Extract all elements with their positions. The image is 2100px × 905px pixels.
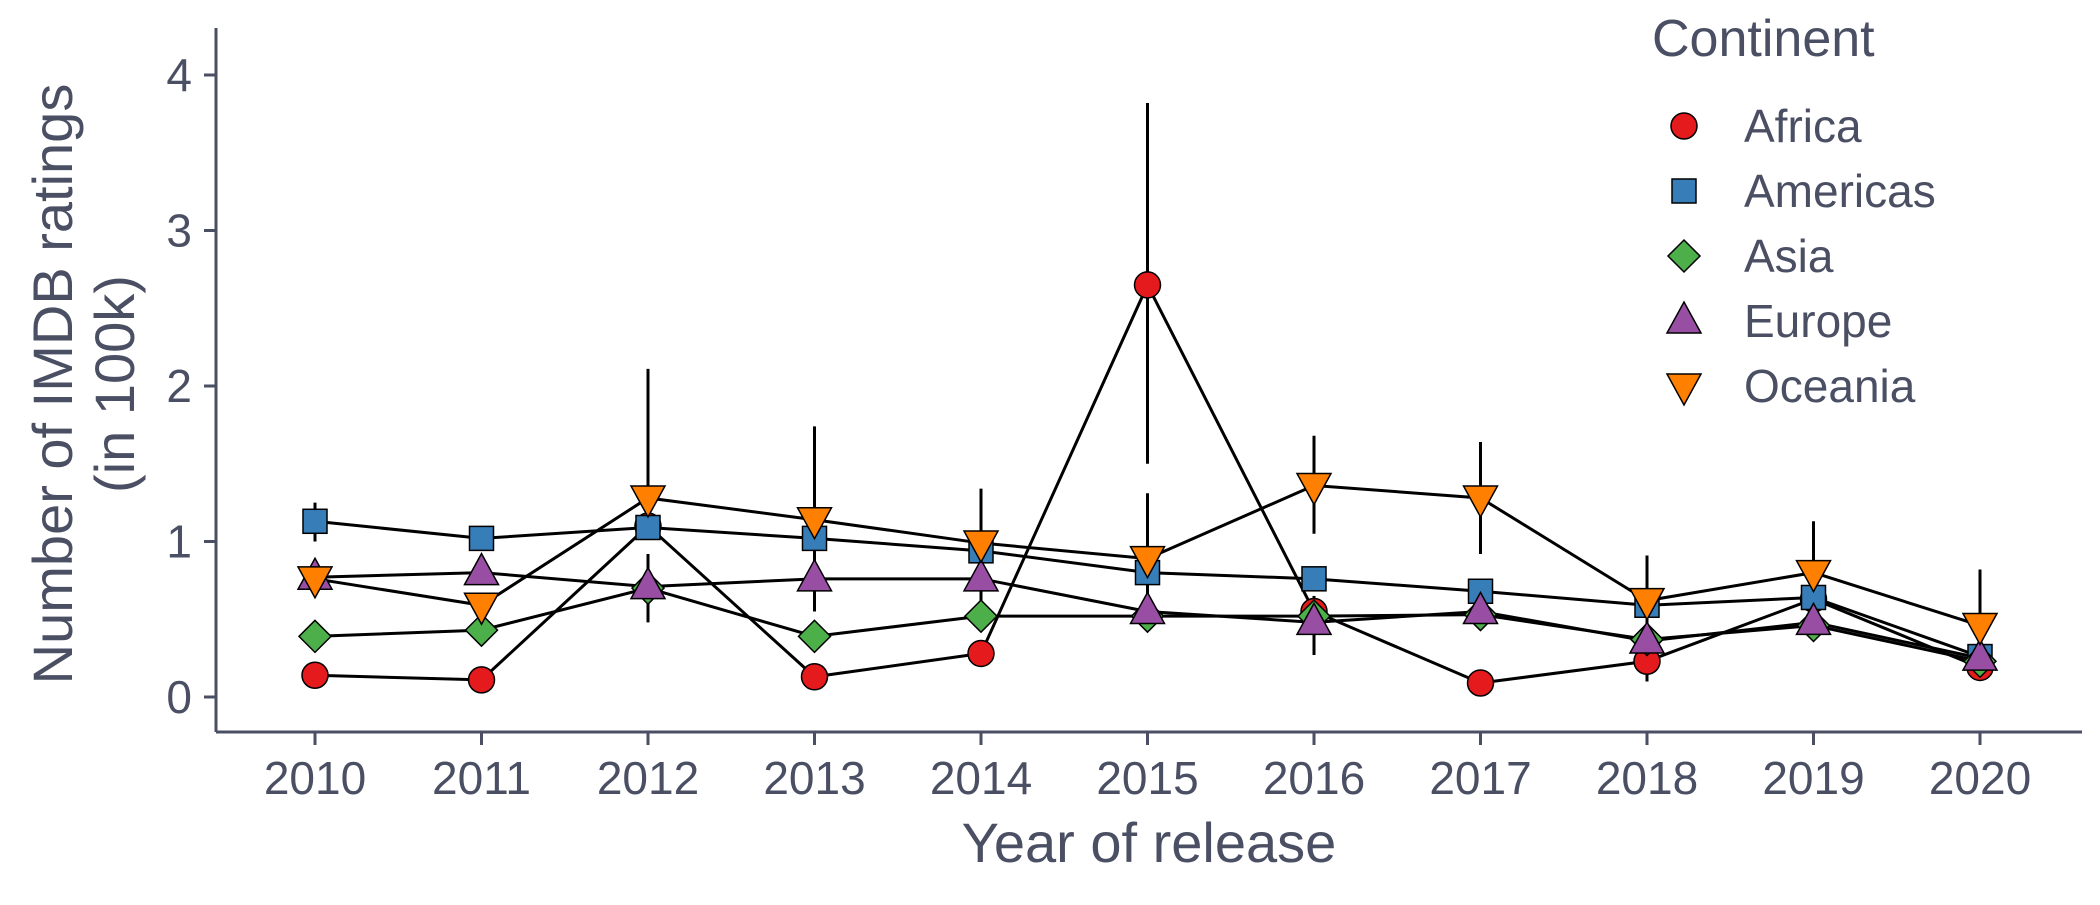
legend-label-asia: Asia: [1744, 230, 1834, 282]
data-point-europe: [463, 552, 500, 586]
y-tick-label: 0: [166, 671, 192, 723]
x-tick-label: 2014: [930, 752, 1032, 804]
data-point-oceania: [962, 530, 1000, 564]
legend-key-americas: [1671, 178, 1697, 204]
y-tick-label: 2: [166, 360, 192, 412]
data-point-europe: [1462, 590, 1499, 625]
data-point-oceania: [1795, 559, 1832, 594]
data-point-africa: [800, 663, 829, 691]
data-point-africa: [1133, 271, 1162, 299]
x-tick-label: 2010: [264, 752, 366, 804]
legend: Continent Africa Americas Asia Europe Oceani…: [1652, 10, 1936, 412]
data-point-oceania: [296, 566, 334, 600]
data-point-asia: [797, 619, 832, 654]
series-points-oceania: [296, 472, 1999, 647]
x-tick-label: 2018: [1596, 752, 1698, 804]
legend-label-americas: Americas: [1744, 165, 1936, 217]
x-tick-label: 2011: [432, 752, 531, 804]
x-tick-label: 2015: [1096, 752, 1198, 804]
data-point-oceania: [1295, 472, 1333, 507]
y-tick-label: 3: [166, 205, 192, 257]
data-point-europe: [796, 558, 833, 592]
legend-key-oceania: [1665, 373, 1703, 407]
data-point-oceania: [1129, 545, 1166, 580]
y-axis-title: Number of IMDB ratings: [21, 84, 84, 685]
legend-title: Continent: [1652, 10, 1875, 68]
data-point-asia: [297, 619, 333, 654]
data-point-oceania: [463, 592, 500, 626]
x-tick-label: 2016: [1263, 752, 1365, 804]
y-axis-ticks: 0 1 2 3 4: [166, 49, 216, 723]
data-point-europe: [629, 566, 667, 600]
data-point-oceania: [1628, 587, 1666, 622]
data-point-europe: [1628, 620, 1666, 654]
legend-key-europe: [1665, 300, 1703, 334]
y-axis-subtitle: (in 100k): [83, 275, 146, 493]
data-point-oceania: [796, 506, 833, 541]
data-point-africa: [301, 661, 329, 689]
data-point-africa: [967, 639, 995, 668]
data-point-asia: [464, 613, 499, 648]
data-point-europe: [1295, 601, 1333, 636]
data-point-europe: [1795, 601, 1832, 636]
data-point-americas: [302, 508, 328, 535]
x-tick-label: 2020: [1929, 752, 2031, 804]
data-point-europe: [962, 558, 1000, 592]
x-axis-ticks: 2010 2011 2012 2013 2014 2015 2016 2017 2018 2019…: [264, 732, 2031, 804]
legend-label-oceania: Oceania: [1744, 360, 1916, 412]
data-point-americas: [1301, 566, 1327, 592]
data-point-americas: [635, 514, 661, 541]
legend-key-africa: [1670, 112, 1698, 140]
data-point-oceania: [1961, 612, 1999, 647]
legend-label-africa: Africa: [1744, 100, 1862, 152]
x-tick-label: 2019: [1762, 752, 1864, 804]
y-tick-label: 4: [166, 49, 192, 101]
x-axis-title: Year of release: [962, 811, 1337, 874]
y-tick-label: 1: [166, 516, 192, 568]
plot-area: [296, 102, 1999, 697]
x-tick-label: 2017: [1429, 752, 1531, 804]
data-point-asia: [963, 599, 999, 634]
data-point-oceania: [629, 485, 667, 519]
x-tick-label: 2012: [597, 752, 699, 804]
x-tick-label: 2013: [763, 752, 865, 804]
data-point-europe: [1961, 637, 1999, 671]
data-point-africa: [1466, 669, 1495, 697]
legend-label-europe: Europe: [1744, 295, 1892, 347]
data-point-europe: [1129, 590, 1166, 625]
legend-key-asia: [1666, 238, 1702, 274]
data-point-africa: [467, 666, 496, 694]
data-point-oceania: [1462, 485, 1499, 519]
data-point-americas: [468, 525, 495, 552]
